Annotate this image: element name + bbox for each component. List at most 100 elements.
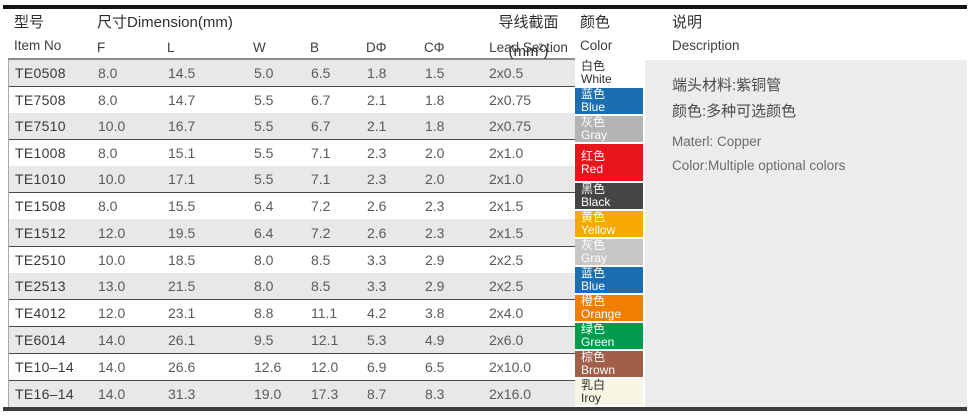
col-header-dimension: 尺寸Dimension(mm) [97,14,233,31]
cell-f: 8.0 [98,92,118,109]
cell-b: 6.7 [311,92,331,109]
cell-item: TE1512 [15,224,66,241]
top-rule [3,5,967,9]
cell-item: TE7508 [15,92,66,109]
cell-lead: 2x4.0 [489,304,524,321]
cell-w: 19.0 [254,385,282,402]
cell-item: TE2513 [15,277,66,294]
swatch-label-zh: 蓝色 [581,266,606,280]
cell-b: 7.2 [311,224,331,241]
swatch-label-en: Red [581,161,604,176]
cell-c: 1.8 [425,118,445,135]
cell-item: TE1508 [15,198,66,215]
col-header-lead-section-en: Lead Section [489,40,568,55]
table-row: TE1508 8.0 15.5 6.4 7.2 2.6 2.3 2x1.5 [9,192,575,220]
cell-f: 14.0 [98,331,126,348]
cell-w: 5.5 [254,171,274,188]
cell-l: 15.1 [168,145,196,162]
cell-item: TE10–14 [15,358,74,375]
cell-w: 8.8 [254,304,274,321]
cell-d: 3.3 [367,277,387,294]
cell-f: 8.0 [98,65,118,82]
cell-c: 3.8 [425,304,445,321]
description-material-zh: 端头材料:紫铜管 [672,77,782,94]
cell-c: 4.9 [425,331,445,348]
color-swatch-gray: 灰色 Gray [575,239,643,267]
cell-c: 6.5 [425,358,445,375]
cell-b: 6.7 [311,118,331,135]
cell-lead: 2x2.5 [489,277,524,294]
cell-b: 7.1 [311,145,331,162]
swatch-label-en: White [581,72,612,86]
swatch-label-zh: 黄色 [581,210,606,224]
cell-b: 17.3 [311,385,339,402]
cell-d: 4.2 [367,304,387,321]
cell-b: 7.1 [311,171,331,188]
cell-w: 8.0 [254,251,274,268]
swatch-label-zh: 棕色 [581,350,606,364]
cell-d: 3.3 [367,251,387,268]
cell-l: 23.1 [168,304,196,321]
color-swatch-brown: 棕色 Brown [575,351,643,379]
cell-b: 6.5 [311,65,331,82]
cell-lead: 2x0.75 [489,92,532,109]
header-description: 说明 Description [643,9,967,60]
color-swatch-iroy: 乳白 Iroy [575,379,643,407]
swatch-label-zh: 绿色 [581,322,606,336]
col-header-c-phi: CΦ [424,40,445,55]
col-header-lead-section-zh: 导线截面(mm2) [482,11,575,60]
cell-l: 26.6 [168,358,196,375]
color-swatch-orange: 橙色 Orange [575,295,643,323]
cell-c: 2.9 [425,277,445,294]
description-color-en: Color:Multiple optional colors [672,158,846,173]
color-swatch-gray: 灰色 Gray [575,116,643,144]
table-header: 型号 Item No 尺寸Dimension(mm) 导线截面(mm2) F L… [8,9,967,60]
cell-d: 5.3 [367,331,387,348]
cell-item: TE6014 [15,331,66,348]
color-swatch-blue: 蓝色 Blue [575,267,643,295]
swatch-label-zh: 灰色 [581,238,606,252]
lead-close: ) [543,43,549,60]
header-color: 颜色 Color [575,9,643,60]
cell-d: 2.1 [367,118,387,135]
cell-d: 2.3 [367,145,387,162]
cell-b: 8.5 [311,277,331,294]
cell-f: 12.0 [98,304,126,321]
cell-item: TE2510 [15,251,66,268]
swatch-label-en: Green [581,335,615,349]
cell-l: 14.5 [168,65,196,82]
cell-w: 12.6 [254,358,282,375]
swatch-label-en: Blue [581,100,606,114]
col-header-item-no-en: Item No [14,38,62,53]
cell-lead: 2x1.5 [489,224,524,241]
table-row: TE7510 10.0 16.7 5.5 6.7 2.1 1.8 2x0.75 [9,113,575,140]
table-row: TE7508 8.0 14.7 5.5 6.7 2.1 1.8 2x0.75 [9,86,575,114]
cell-c: 1.8 [425,92,445,109]
cell-l: 19.5 [168,224,196,241]
table-row: TE2510 10.0 18.5 8.0 8.5 3.3 2.9 2x2.5 [9,245,575,273]
cell-c: 8.3 [425,385,445,402]
cell-b: 12.1 [311,331,339,348]
table-row: TE2513 13.0 21.5 8.0 8.5 3.3 2.9 2x2.5 [9,272,575,299]
lead-sup: 2 [538,42,544,52]
col-header-w: W [253,40,266,55]
cell-f: 10.0 [98,251,126,268]
cell-f: 14.0 [98,385,126,402]
col-header-color-en: Color [580,38,613,53]
table-row: TE4012 12.0 23.1 8.8 11.1 4.2 3.8 2x4.0 [9,298,575,326]
cell-item: TE16–14 [15,385,74,402]
swatch-label-en: Gray [581,128,608,142]
swatch-label-zh: 乳白 [581,378,606,392]
cell-w: 8.0 [254,277,274,294]
cell-l: 21.5 [168,277,196,294]
swatch-label-en: Blue [581,279,606,293]
cell-w: 6.4 [254,198,274,215]
col-header-d-phi: DΦ [366,40,387,55]
color-swatch-green: 绿色 Green [575,323,643,351]
cell-lead: 2x1.0 [489,171,524,188]
col-header-desc-zh: 说明 [672,14,703,31]
cell-f: 13.0 [98,277,126,294]
cell-l: 17.1 [168,171,196,188]
col-header-f: F [97,40,106,55]
